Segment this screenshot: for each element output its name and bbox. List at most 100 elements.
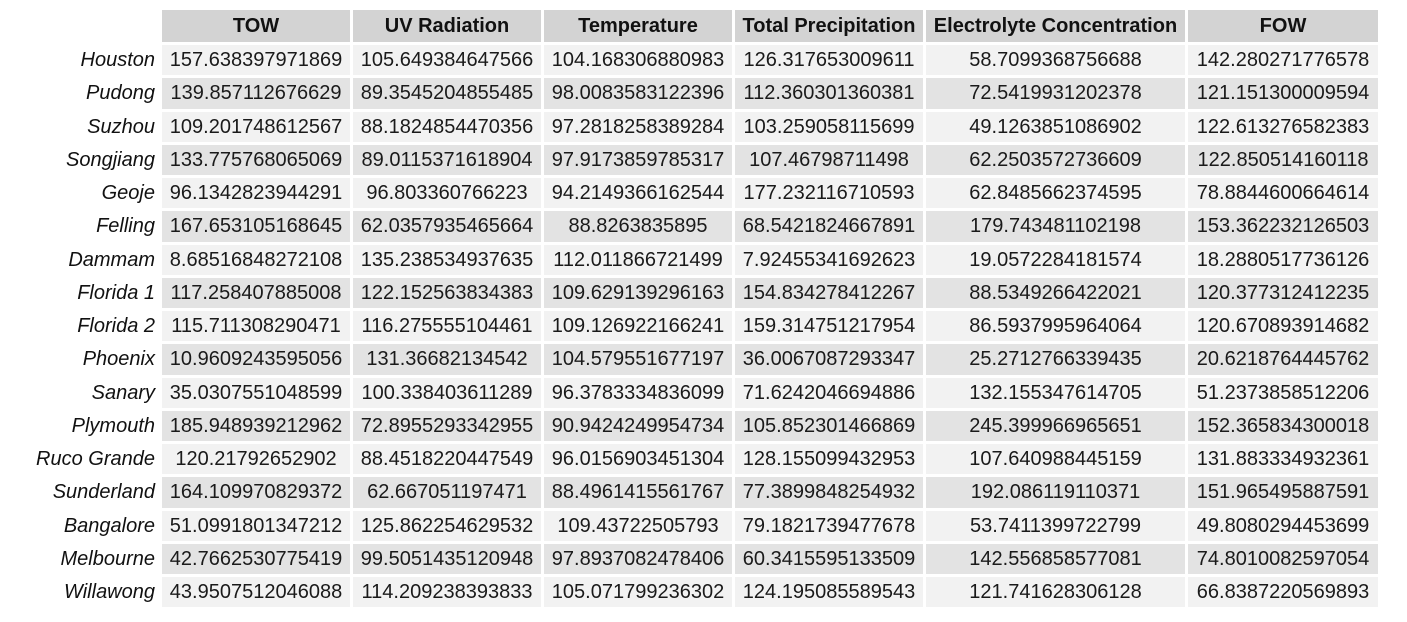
table-cell-tow: 51.0991801347212 — [162, 510, 350, 541]
table-cell-fow: 120.670893914682 — [1188, 311, 1378, 342]
table-cell-fow: 49.8080294453699 — [1188, 510, 1378, 541]
table-header: TOW UV Radiation Temperature Total Precipit… — [3, 10, 1378, 42]
table-cell-fow: 121.151300009594 — [1188, 78, 1378, 109]
row-label: Dammam — [3, 244, 159, 275]
table-row: Phoenix 10.9609243595056 131.36682134542 10… — [3, 344, 1378, 375]
table-cell-uv-radiation: 125.862254629532 — [353, 510, 541, 541]
column-header-total-precipitation: Total Precipitation — [735, 10, 923, 42]
table-cell-fow: 78.8844600664614 — [1188, 178, 1378, 209]
table-cell-electrolyte-concentration: 62.8485662374595 — [926, 178, 1185, 209]
table-cell-fow: 142.280271776578 — [1188, 45, 1378, 76]
table-cell-uv-radiation: 116.275555104461 — [353, 311, 541, 342]
table-cell-uv-radiation: 89.0115371618904 — [353, 144, 541, 175]
column-header-uv-radiation: UV Radiation — [353, 10, 541, 42]
table-cell-tow: 167.653105168645 — [162, 211, 350, 242]
table-cell-tow: 10.9609243595056 — [162, 344, 350, 375]
table-cell-total-precipitation: 126.317653009611 — [735, 45, 923, 76]
row-label: Songjiang — [3, 144, 159, 175]
row-label: Felling — [3, 211, 159, 242]
table-cell-total-precipitation: 107.46798711498 — [735, 144, 923, 175]
data-table: TOW UV Radiation Temperature Total Precipit… — [0, 7, 1381, 610]
table-cell-total-precipitation: 124.195085589543 — [735, 577, 923, 608]
table-cell-tow: 42.7662530775419 — [162, 543, 350, 574]
table-cell-temperature: 97.2818258389284 — [544, 111, 732, 142]
table-cell-total-precipitation: 68.5421824667891 — [735, 211, 923, 242]
row-label: Sanary — [3, 377, 159, 408]
table-cell-uv-radiation: 88.1824854470356 — [353, 111, 541, 142]
row-label: Bangalore — [3, 510, 159, 541]
table-cell-temperature: 109.629139296163 — [544, 277, 732, 308]
table-row: Plymouth 185.948939212962 72.8955293342955… — [3, 410, 1378, 441]
table-cell-total-precipitation: 60.3415595133509 — [735, 543, 923, 574]
column-header-temperature: Temperature — [544, 10, 732, 42]
table-row: Suzhou 109.201748612567 88.1824854470356 97… — [3, 111, 1378, 142]
table-row: Sunderland 164.109970829372 62.66705119747… — [3, 477, 1378, 508]
table-cell-electrolyte-concentration: 53.7411399722799 — [926, 510, 1185, 541]
table-cell-fow: 18.2880517736126 — [1188, 244, 1378, 275]
table-cell-fow: 122.850514160118 — [1188, 144, 1378, 175]
row-label: Florida 1 — [3, 277, 159, 308]
table-row: Pudong 139.857112676629 89.3545204855485 98… — [3, 78, 1378, 109]
table-cell-uv-radiation: 88.4518220447549 — [353, 444, 541, 475]
table-cell-tow: 185.948939212962 — [162, 410, 350, 441]
table-cell-total-precipitation: 71.6242046694886 — [735, 377, 923, 408]
table-cell-total-precipitation: 177.232116710593 — [735, 178, 923, 209]
table-cell-electrolyte-concentration: 142.556858577081 — [926, 543, 1185, 574]
table-cell-total-precipitation: 77.3899848254932 — [735, 477, 923, 508]
table-body: Houston 157.638397971869 105.649384647566 1… — [3, 45, 1378, 608]
table-cell-total-precipitation: 79.1821739477678 — [735, 510, 923, 541]
table-row: Songjiang 133.775768065069 89.011537161890… — [3, 144, 1378, 175]
table-row: Melbourne 42.7662530775419 99.505143512094… — [3, 543, 1378, 574]
table-cell-total-precipitation: 103.259058115699 — [735, 111, 923, 142]
table-cell-uv-radiation: 105.649384647566 — [353, 45, 541, 76]
table-row: Felling 167.653105168645 62.0357935465664 8… — [3, 211, 1378, 242]
row-label: Sunderland — [3, 477, 159, 508]
table-cell-tow: 120.21792652902 — [162, 444, 350, 475]
table-cell-fow: 153.362232126503 — [1188, 211, 1378, 242]
table-cell-tow: 8.68516848272108 — [162, 244, 350, 275]
column-header-fow: FOW — [1188, 10, 1378, 42]
table-cell-electrolyte-concentration: 49.1263851086902 — [926, 111, 1185, 142]
table-row: Sanary 35.0307551048599 100.338403611289 96… — [3, 377, 1378, 408]
table-cell-electrolyte-concentration: 132.155347614705 — [926, 377, 1185, 408]
table-cell-uv-radiation: 89.3545204855485 — [353, 78, 541, 109]
table-cell-tow: 157.638397971869 — [162, 45, 350, 76]
table-cell-total-precipitation: 159.314751217954 — [735, 311, 923, 342]
header-corner — [3, 10, 159, 42]
table-cell-tow: 133.775768065069 — [162, 144, 350, 175]
table-cell-electrolyte-concentration: 245.399966965651 — [926, 410, 1185, 441]
table-cell-temperature: 97.9173859785317 — [544, 144, 732, 175]
table-cell-uv-radiation: 62.0357935465664 — [353, 211, 541, 242]
row-label: Florida 2 — [3, 311, 159, 342]
column-header-tow: TOW — [162, 10, 350, 42]
table-cell-uv-radiation: 122.152563834383 — [353, 277, 541, 308]
table-cell-tow: 43.9507512046088 — [162, 577, 350, 608]
table-cell-temperature: 96.0156903451304 — [544, 444, 732, 475]
table-cell-temperature: 109.126922166241 — [544, 311, 732, 342]
table-cell-fow: 66.8387220569893 — [1188, 577, 1378, 608]
table-cell-fow: 122.613276582383 — [1188, 111, 1378, 142]
table-cell-electrolyte-concentration: 25.2712766339435 — [926, 344, 1185, 375]
table-cell-uv-radiation: 99.5051435120948 — [353, 543, 541, 574]
table-cell-electrolyte-concentration: 86.5937995964064 — [926, 311, 1185, 342]
table-cell-electrolyte-concentration: 107.640988445159 — [926, 444, 1185, 475]
table-row: Willawong 43.9507512046088 114.20923839383… — [3, 577, 1378, 608]
table-cell-total-precipitation: 7.92455341692623 — [735, 244, 923, 275]
table-row: Florida 1 117.258407885008 122.15256383438… — [3, 277, 1378, 308]
table-cell-tow: 96.1342823944291 — [162, 178, 350, 209]
table-cell-tow: 35.0307551048599 — [162, 377, 350, 408]
table-cell-fow: 152.365834300018 — [1188, 410, 1378, 441]
table-cell-fow: 51.2373858512206 — [1188, 377, 1378, 408]
table-row: Ruco Grande 120.21792652902 88.45182204475… — [3, 444, 1378, 475]
table-cell-electrolyte-concentration: 62.2503572736609 — [926, 144, 1185, 175]
table-cell-electrolyte-concentration: 88.5349266422021 — [926, 277, 1185, 308]
table-cell-temperature: 112.011866721499 — [544, 244, 732, 275]
table-cell-electrolyte-concentration: 72.5419931202378 — [926, 78, 1185, 109]
table-cell-temperature: 104.168306880983 — [544, 45, 732, 76]
row-label: Suzhou — [3, 111, 159, 142]
table-cell-temperature: 88.8263835895 — [544, 211, 732, 242]
table-cell-fow: 131.883334932361 — [1188, 444, 1378, 475]
row-label: Geoje — [3, 178, 159, 209]
table-cell-total-precipitation: 105.852301466869 — [735, 410, 923, 441]
table-cell-tow: 164.109970829372 — [162, 477, 350, 508]
